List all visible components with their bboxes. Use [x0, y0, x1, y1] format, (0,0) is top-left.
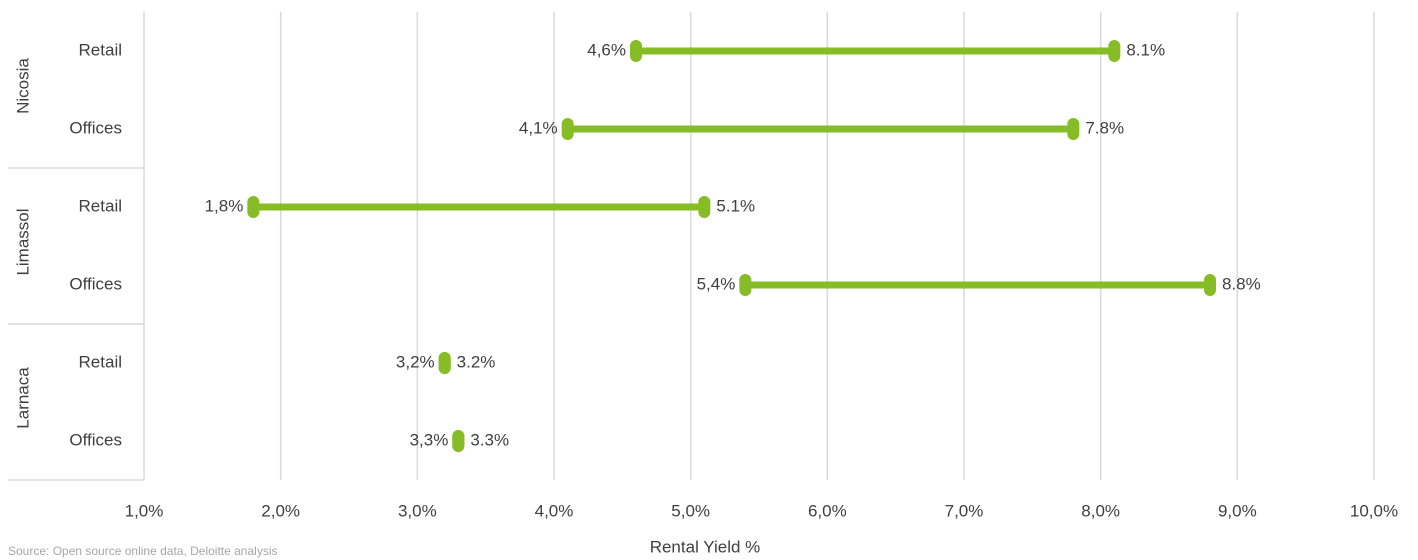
low-label: 3,2%: [396, 352, 435, 371]
x-tick-label: 1,0%: [125, 501, 164, 520]
category-label: Retail: [79, 196, 122, 215]
low-label: 3,3%: [410, 430, 449, 449]
x-tick-label: 5,0%: [671, 501, 710, 520]
group-label: Larnaca: [13, 367, 32, 429]
high-label: 7.8%: [1085, 118, 1124, 137]
source-note: Source: Open source online data, Deloitt…: [8, 544, 278, 558]
low-marker: [630, 40, 642, 62]
high-marker: [1067, 118, 1080, 140]
high-label: 3.3%: [470, 430, 509, 449]
group-label: Nicosia: [13, 58, 32, 114]
category-label: Retail: [79, 352, 122, 371]
x-tick-label: 9,0%: [1218, 501, 1257, 520]
low-marker: [561, 118, 574, 140]
high-marker: [1108, 40, 1121, 62]
x-tick-label: 3,0%: [398, 501, 437, 520]
high-marker: [698, 196, 711, 218]
group-label: Limassol: [13, 208, 32, 275]
low-label: 4,6%: [587, 40, 626, 59]
x-tick-label: 10,0%: [1350, 501, 1398, 520]
low-label: 4,1%: [519, 118, 558, 137]
category-label: Offices: [69, 430, 122, 449]
category-label: Retail: [79, 40, 122, 59]
category-label: Offices: [69, 118, 122, 137]
low-label: 5,4%: [697, 274, 736, 293]
x-tick-label: 2,0%: [261, 501, 300, 520]
x-tick-label: 6,0%: [808, 501, 847, 520]
x-tick-label: 8,0%: [1081, 501, 1120, 520]
high-label: 8.1%: [1126, 40, 1165, 59]
high-label: 5.1%: [716, 196, 755, 215]
low-marker: [739, 274, 752, 296]
x-tick-label: 4,0%: [535, 501, 574, 520]
x-axis-title: Rental Yield %: [650, 537, 761, 556]
category-label: Offices: [69, 274, 122, 293]
high-marker: [438, 352, 451, 374]
high-label: 3.2%: [457, 352, 496, 371]
high-label: 8.8%: [1222, 274, 1261, 293]
high-marker: [1204, 274, 1216, 296]
high-marker: [452, 430, 465, 452]
x-tick-label: 7,0%: [945, 501, 984, 520]
low-marker: [247, 196, 260, 218]
low-label: 1,8%: [205, 196, 244, 215]
